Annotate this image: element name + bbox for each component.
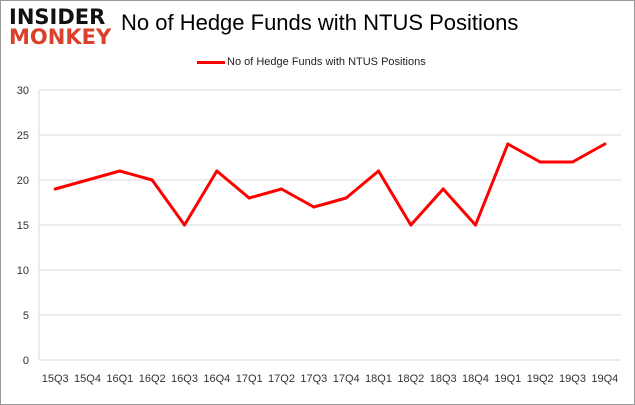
y-tick-label: 15 bbox=[17, 220, 29, 232]
data-point bbox=[344, 196, 348, 200]
x-tick-label: 18Q4 bbox=[462, 373, 489, 385]
x-tick-label: 17Q3 bbox=[300, 373, 327, 385]
x-tick-label: 16Q2 bbox=[139, 373, 166, 385]
x-tick-label: 19Q1 bbox=[494, 373, 521, 385]
data-point bbox=[474, 223, 477, 227]
y-tick-label: 20 bbox=[17, 175, 29, 187]
x-tick-label: 19Q3 bbox=[559, 373, 586, 385]
legend: No of Hedge Funds with NTUS Positions bbox=[197, 56, 426, 68]
logo-line-2: MONKEY bbox=[9, 25, 112, 49]
insider-monkey-logo: INSIDER MONKEY bbox=[9, 5, 112, 49]
x-tick-label: 17Q4 bbox=[333, 373, 360, 385]
data-point bbox=[538, 160, 542, 164]
x-tick-label: 17Q1 bbox=[236, 373, 263, 385]
x-tick-label: 15Q3 bbox=[42, 373, 69, 385]
y-tick-label: 10 bbox=[17, 265, 29, 277]
x-tick-label: 19Q2 bbox=[527, 373, 554, 385]
x-tick-label: 18Q2 bbox=[397, 373, 424, 385]
data-point bbox=[280, 187, 283, 191]
x-tick-label: 18Q1 bbox=[365, 373, 392, 385]
data-point bbox=[603, 142, 607, 146]
data-point bbox=[183, 223, 186, 227]
data-point bbox=[571, 160, 574, 164]
y-tick-label: 25 bbox=[17, 130, 29, 142]
x-tick-label: 17Q2 bbox=[268, 373, 295, 385]
data-point bbox=[86, 178, 89, 182]
y-tick-label: 5 bbox=[23, 310, 29, 322]
x-tick-label: 15Q4 bbox=[74, 373, 101, 385]
legend-swatch bbox=[197, 60, 225, 64]
data-point bbox=[441, 187, 445, 191]
data-point bbox=[409, 223, 413, 227]
x-tick-label: 16Q1 bbox=[106, 373, 133, 385]
data-point bbox=[312, 205, 316, 209]
data-point bbox=[247, 196, 251, 200]
x-tick-label: 16Q4 bbox=[203, 373, 230, 385]
data-point bbox=[506, 142, 510, 146]
data-point bbox=[118, 169, 122, 173]
logo-line-1: INSIDER bbox=[9, 5, 106, 29]
series-line bbox=[54, 142, 606, 227]
data-point bbox=[215, 169, 219, 173]
data-point bbox=[377, 169, 380, 173]
y-tick-label: 0 bbox=[23, 355, 29, 367]
data-point bbox=[53, 187, 57, 191]
x-tick-label: 16Q3 bbox=[171, 373, 198, 385]
x-tick-label: 19Q4 bbox=[591, 373, 618, 385]
data-point bbox=[150, 178, 154, 182]
y-tick-label: 30 bbox=[17, 85, 29, 97]
x-tick-label: 18Q3 bbox=[430, 373, 457, 385]
legend-label: No of Hedge Funds with NTUS Positions bbox=[227, 56, 426, 68]
chart-title: No of Hedge Funds with NTUS Positions bbox=[121, 10, 519, 35]
